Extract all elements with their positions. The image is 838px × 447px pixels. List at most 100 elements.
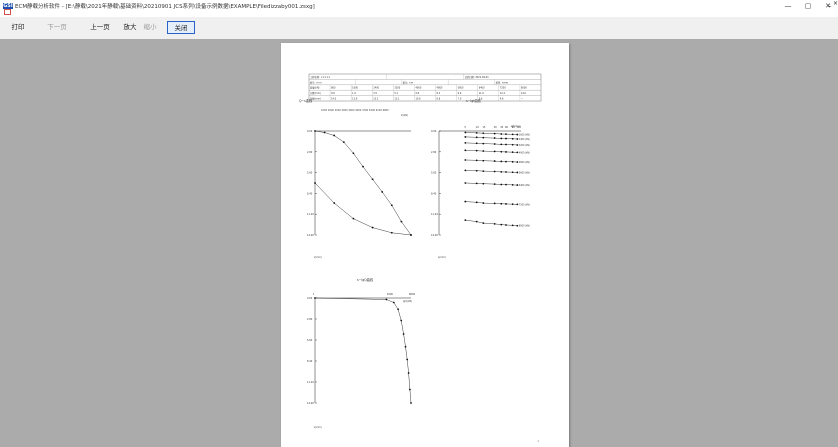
zoom-in-button[interactable]: 放大: [123, 23, 137, 31]
qs-y-tick-label: 14.00: [307, 234, 314, 237]
slgt-x-unit: lgt(min): [511, 125, 521, 128]
slgq-y-tick-label: 5.60: [307, 339, 313, 342]
slgt-top-tick: 60: [505, 126, 509, 129]
header-cell: —: [521, 98, 524, 101]
slgq-point: [400, 319, 403, 322]
slgt-series-point: [464, 136, 467, 138]
slgt-series-point: [500, 137, 503, 140]
slgq-point: [385, 298, 388, 301]
slgt-series-point: [500, 223, 503, 226]
slgt-series-point: [482, 132, 485, 135]
slgt-top-tick: 120: [516, 126, 521, 129]
slgt-chart-title: s~lgt曲线: [466, 98, 482, 103]
slgt-series-point: [464, 169, 467, 172]
slgq-chart-title: s~lgQ曲线: [357, 277, 374, 282]
qs-unload-point: [352, 217, 355, 220]
slgt-series-point: [500, 160, 503, 163]
header-cell: 桩径: ×mm: [496, 80, 509, 84]
header-cell: 800: [331, 87, 336, 90]
slgt-series-point: [511, 183, 514, 186]
slgt-series-label: 1600 (kN): [519, 134, 530, 137]
restore-button[interactable]: ▢: [804, 2, 812, 10]
slgt-series-point: [475, 149, 478, 152]
zoom-out-button[interactable]: 缩小: [143, 23, 157, 31]
app-logo-icon: GSI: [3, 3, 13, 9]
slgt-series-point: [500, 183, 503, 186]
slgt-series-label: 8000 (kN): [519, 225, 530, 228]
slgt-series-point: [482, 142, 485, 145]
header-cell: 14.0: [521, 92, 527, 95]
slgt-series-label: 7200 (kN): [519, 203, 530, 206]
header-cell: 14.0: [331, 98, 337, 101]
slgt-series-point: [516, 224, 519, 227]
slgq-point: [402, 333, 405, 335]
slgt-series-point: [493, 202, 496, 205]
slgt-series-line: [465, 201, 518, 205]
close-window-button[interactable]: ✕: [825, 2, 831, 10]
header-cell: 7200: [500, 87, 506, 90]
slgt-top-tick: 15: [482, 126, 486, 129]
header-cell: 沉降(mm): [310, 91, 321, 95]
header-cell: 8000: [521, 87, 527, 90]
minimize-button[interactable]: —: [784, 2, 792, 10]
slgt-series-point: [493, 137, 496, 139]
qs-y-tick-label: 11.20: [307, 213, 314, 216]
window-title: ECM静载分析软件 - [E:\静载\2021年静载\基础资料\20210901…: [15, 4, 315, 10]
slgt-series-point: [464, 200, 467, 203]
slgt-top-tick: 45: [500, 126, 504, 129]
header-cell: 12.4: [500, 92, 506, 95]
slgt-series-label: 6400 (kN): [519, 184, 530, 187]
header-cell: 11.0: [479, 92, 485, 95]
qs-y-unit: s(mm): [314, 256, 322, 259]
slgt-series-point: [482, 136, 485, 139]
prev-page-button[interactable]: 上一页: [90, 23, 110, 31]
slgt-series-point: [505, 133, 507, 136]
slgt-series-point: [500, 150, 503, 153]
slgq-point: [408, 388, 411, 391]
close-preview-button[interactable]: 关闭: [167, 21, 195, 34]
slgt-series-point: [500, 143, 503, 146]
slgq-point: [410, 402, 412, 404]
qs-chart-title: Q~s曲线: [299, 98, 313, 103]
slgq-y-tick-label: 11.20: [307, 381, 314, 384]
print-button[interactable]: 打印: [11, 23, 25, 31]
slgq-line: [314, 297, 412, 404]
slgt-series-point: [493, 160, 496, 162]
header-cell: 3200: [394, 87, 400, 90]
slgt-series-point: [500, 170, 503, 173]
child-window-controls[interactable]: _ ×: [828, 0, 838, 7]
header-cell: 3.5: [373, 92, 377, 95]
slgt-series-point: [464, 149, 467, 152]
header-cell: 6.8: [415, 92, 419, 95]
slgt-series-point: [464, 141, 467, 144]
slgt-series-point: [505, 143, 507, 146]
slgt-series-point: [482, 202, 485, 204]
slgt-series-point: [516, 203, 519, 206]
qs-y-tick-label: 8.40: [307, 192, 313, 195]
slgq-y-tick-label: 8.40: [307, 360, 313, 363]
next-page-button[interactable]: 下一页: [47, 23, 67, 31]
report-header-table: 工程名称: ××××× 试验日期: 2021-09-01 桩号: ××× 桩长: ×m…: [308, 73, 542, 102]
header-cell: 1600: [352, 87, 358, 90]
slgt-series-point: [511, 171, 514, 174]
slgt-series-point: [482, 159, 485, 162]
slgt-series-point: [505, 171, 507, 173]
header-table-border: [308, 73, 542, 102]
slgq-top-tick: 1000: [387, 293, 394, 296]
document-icon[interactable]: [4, 9, 11, 15]
slgt-series-point: [511, 160, 514, 163]
qs-y-tick-label: 5.60: [307, 172, 313, 175]
title-bar: GSI ECM静载分析软件 - [E:\静载\2021年静载\基础资料\2021…: [0, 0, 838, 17]
slgt-series-line: [465, 132, 518, 135]
window-controls: — ▢ ✕: [778, 0, 838, 12]
slgq-y-tick-label: 14.00: [307, 402, 314, 405]
slgt-series-label: 4000 (kN): [519, 151, 530, 154]
slgt-series-point: [511, 143, 514, 146]
slgt-top-tick: 90: [512, 126, 516, 129]
slgt-y-tick-label: 5.60: [431, 172, 437, 175]
slgt-series-point: [511, 133, 514, 136]
slgt-top-tick: 5: [464, 126, 466, 129]
slgt-series-point: [516, 151, 519, 154]
slgt-series-point: [505, 203, 507, 205]
slgt-series-point: [464, 182, 467, 184]
